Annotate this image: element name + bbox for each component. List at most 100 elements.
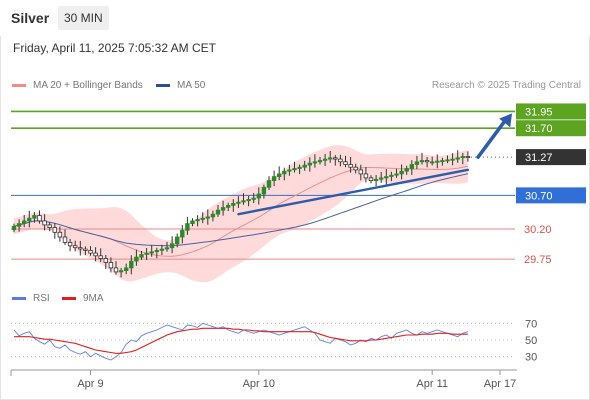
- legend-rsi: RSI: [12, 293, 50, 304]
- candle-body: [343, 161, 348, 165]
- level-label-31-95-box: [516, 103, 586, 120]
- candle-body: [378, 177, 384, 180]
- candle-body: [231, 202, 236, 206]
- legend-rsi-swatch: [12, 297, 26, 300]
- candle-body: [317, 160, 323, 163]
- candle-body: [149, 251, 154, 254]
- candle-body: [180, 229, 185, 238]
- legend-ma50-swatch: [156, 84, 170, 87]
- trendline: [237, 168, 470, 216]
- candle-body: [302, 164, 307, 168]
- rsi-series-9ma: [14, 327, 468, 354]
- candle-body: [88, 249, 93, 254]
- level-label-31-95: 31.95: [525, 106, 553, 118]
- candle-body: [271, 176, 277, 182]
- level-label-31-27: 31.27: [525, 152, 553, 164]
- candle-body: [225, 204, 231, 208]
- level-label-29-75: 29.75: [524, 254, 552, 266]
- candle-body: [78, 247, 83, 250]
- candle-body: [307, 162, 312, 166]
- candle-body: [205, 216, 210, 219]
- candle-body: [389, 174, 394, 177]
- candle-body: [236, 201, 241, 204]
- candle-body: [312, 161, 318, 164]
- level-label-31-70-box: [516, 120, 586, 137]
- candle-body: [200, 217, 205, 220]
- candle-body: [440, 160, 445, 163]
- candle-body: [190, 220, 195, 224]
- arrow-head: [499, 113, 512, 128]
- candle-body: [159, 248, 165, 251]
- candle-body: [62, 236, 68, 243]
- level-label-30-70: 30.70: [525, 190, 553, 202]
- candle-body: [16, 223, 22, 227]
- candle-body: [246, 198, 251, 202]
- candle-body: [210, 213, 216, 218]
- arrow-shaft: [476, 117, 508, 159]
- candle-body: [333, 157, 338, 160]
- candle-body: [37, 215, 42, 222]
- candle-body: [276, 173, 282, 177]
- level-label-31-27-box: [516, 149, 586, 166]
- instrument-name: Silver: [11, 10, 50, 26]
- candle-body: [83, 248, 88, 251]
- candle-body: [465, 155, 471, 158]
- candle-body: [164, 247, 170, 250]
- moving-averages: [13, 165, 469, 257]
- candle-body: [154, 249, 159, 253]
- candle-body: [368, 177, 374, 181]
- legend-ma50-label: MA 50: [177, 80, 206, 91]
- legend-9ma: 9MA: [62, 293, 104, 304]
- candle-body: [261, 186, 267, 195]
- candle-body: [241, 200, 246, 203]
- legend-9ma-label: 9MA: [83, 293, 104, 304]
- legend-ma20-bollinger: MA 20 + Bollinger Bands: [12, 80, 143, 91]
- rsi-tick-70: 70: [525, 318, 537, 330]
- candle-body: [373, 178, 379, 182]
- rsi-series-rsi: [13, 322, 469, 361]
- candle-body: [67, 241, 73, 247]
- candle-body: [57, 231, 63, 238]
- level-label-31-70: 31.70: [525, 123, 553, 135]
- candle-body: [363, 173, 369, 179]
- forecast-arrow: [476, 113, 512, 159]
- candle-body: [429, 161, 435, 164]
- candle-body: [169, 243, 175, 249]
- candle-body: [266, 180, 272, 188]
- candle-body: [73, 245, 78, 249]
- candle-body: [435, 160, 440, 163]
- support-trendline: [237, 168, 470, 216]
- x-tick-label: Apr 17: [484, 378, 516, 390]
- candle-body: [399, 170, 404, 175]
- candle-body: [144, 252, 149, 255]
- candle-body: [47, 224, 52, 228]
- x-tick-label: Apr 11: [416, 378, 448, 390]
- candle-body: [118, 270, 124, 273]
- candle-body: [134, 256, 139, 262]
- candle-body: [409, 164, 414, 169]
- candle-body: [322, 158, 328, 161]
- timeframe-selector[interactable]: 30 MIN: [58, 6, 109, 30]
- candle-body: [93, 252, 98, 257]
- legend-ma20-label: MA 20 + Bollinger Bands: [33, 80, 143, 91]
- candle-body: [129, 260, 134, 269]
- ma50-line: [13, 173, 469, 247]
- candle-body: [348, 164, 353, 168]
- candle-body: [384, 176, 389, 179]
- candle-body: [174, 236, 180, 245]
- candle-body: [419, 160, 425, 163]
- candle-body: [103, 258, 108, 263]
- legend-ma20-swatch: [12, 84, 26, 87]
- candle-body: [32, 215, 37, 219]
- candle-body: [113, 267, 119, 273]
- candle-body: [251, 197, 256, 200]
- level-label-30-70-box: [516, 187, 586, 204]
- chart-header: Silver 30 MIN: [0, 0, 590, 36]
- candle-body: [108, 262, 114, 269]
- candle-body: [445, 159, 450, 162]
- chart-timestamp: Friday, April 11, 2025 7:05:32 AM CET: [13, 41, 216, 55]
- candle-body: [21, 220, 27, 224]
- level-label-30-20: 30.20: [524, 224, 552, 236]
- candle-body: [124, 267, 129, 271]
